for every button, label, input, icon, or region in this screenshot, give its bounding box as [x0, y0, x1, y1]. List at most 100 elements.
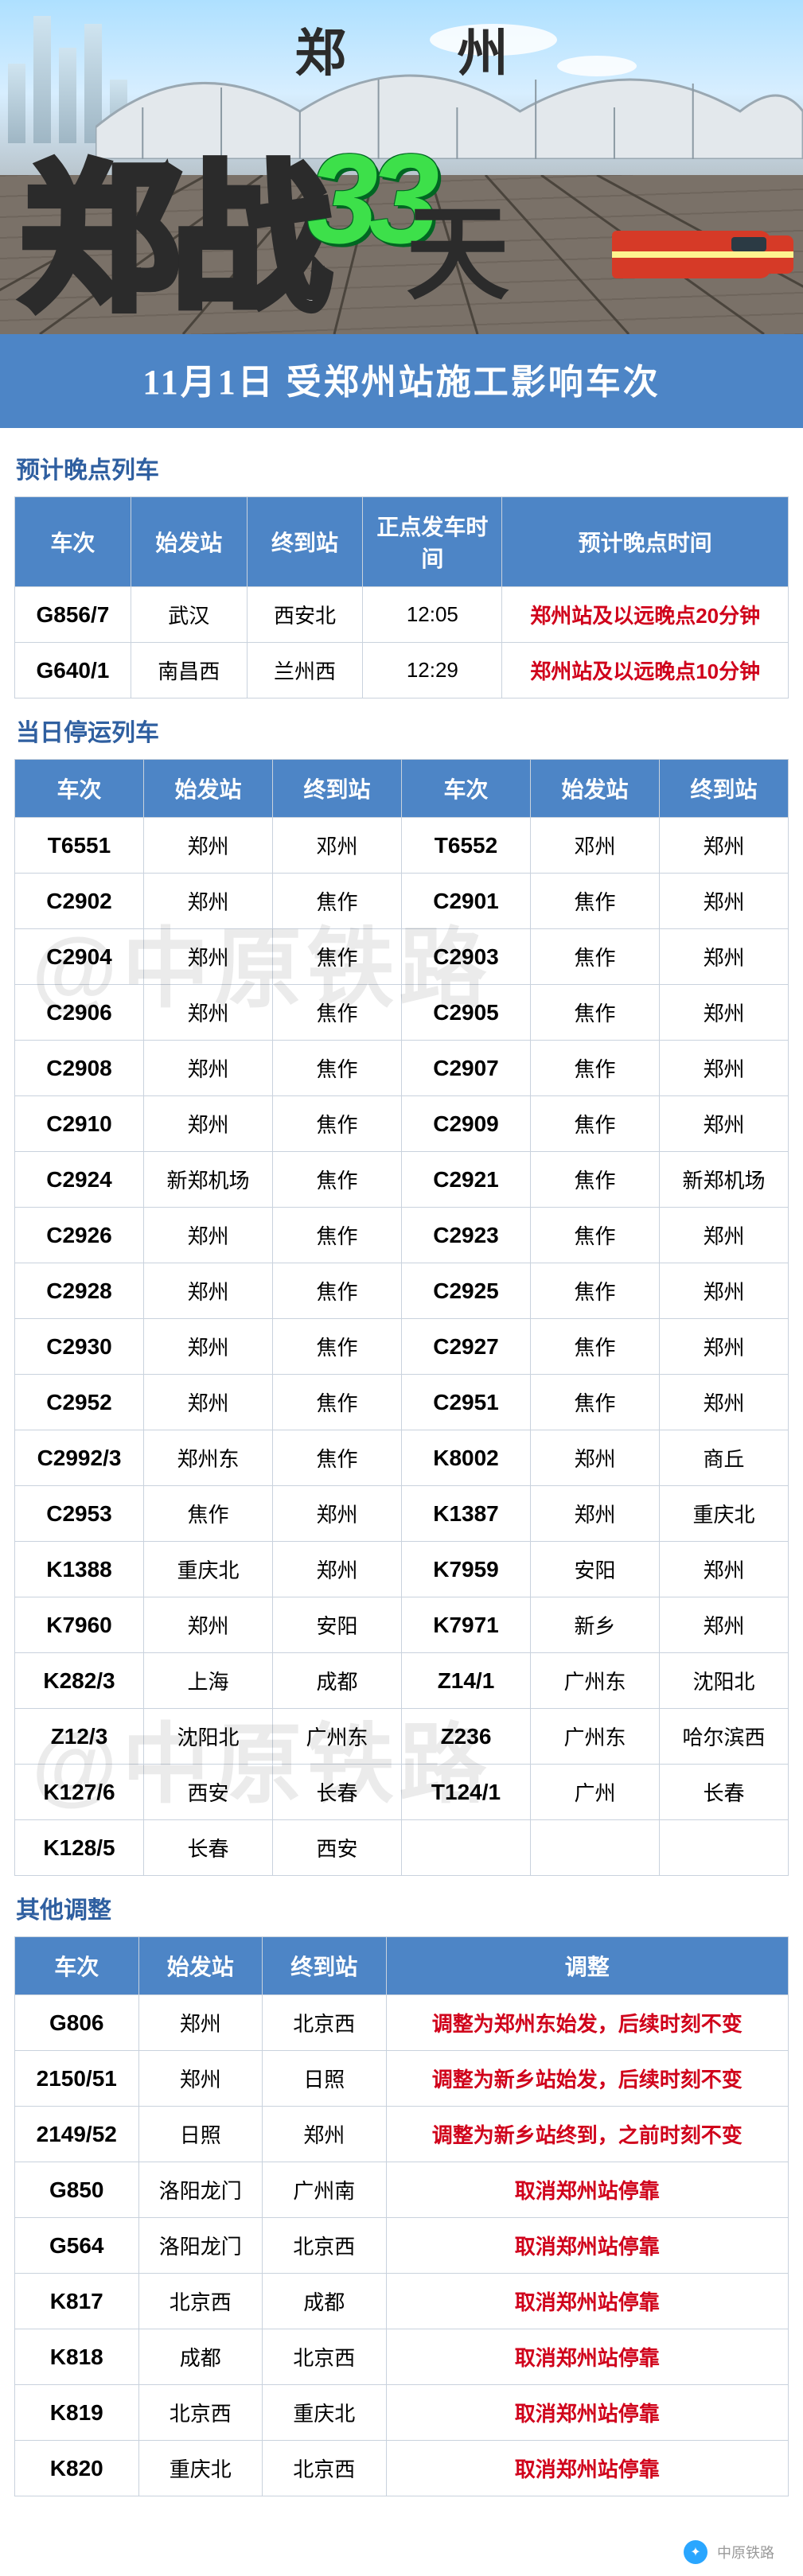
cell: 哈尔滨西: [660, 1709, 789, 1765]
cell: C2924: [15, 1152, 144, 1208]
footer-text: 中原铁路: [717, 2542, 774, 2562]
cell: 2150/51: [15, 2051, 139, 2107]
cell: 郑州站及以远晚点10分钟: [502, 643, 789, 698]
cell: C2910: [15, 1096, 144, 1152]
cell: 调整为新乡站终到，之前时刻不变: [386, 2107, 788, 2162]
cell: C2992/3: [15, 1430, 144, 1486]
cell: 长春: [144, 1820, 273, 1876]
cell: K819: [15, 2385, 139, 2441]
cell: 12:29: [363, 643, 502, 698]
cell: [402, 1820, 531, 1876]
table-row: G850洛阳龙门广州南取消郑州站停靠: [15, 2162, 789, 2218]
table-row: 2149/52日照郑州调整为新乡站终到，之前时刻不变: [15, 2107, 789, 2162]
cell: G856/7: [15, 587, 131, 643]
cell: 郑州: [660, 818, 789, 874]
cell: 郑州: [273, 1542, 402, 1597]
cell: C2952: [15, 1375, 144, 1430]
col-header: 终到站: [247, 497, 363, 587]
cell: C2903: [402, 929, 531, 985]
cell: 焦作: [531, 1263, 660, 1319]
cell: 日照: [263, 2051, 387, 2107]
content: @中原铁路 @中原铁路 预计晚点列车 车次始发站终到站正点发车时间预计晚点时间G…: [0, 428, 803, 2528]
table-row: C2908郑州焦作C2907焦作郑州: [15, 1041, 789, 1096]
table-row: C2928郑州焦作C2925焦作郑州: [15, 1263, 789, 1319]
table-row: C2952郑州焦作C2951焦作郑州: [15, 1375, 789, 1430]
table-row: C2924新郑机场焦作C2921焦作新郑机场: [15, 1152, 789, 1208]
table-row: K128/5长春西安: [15, 1820, 789, 1876]
cell: 兰州西: [247, 643, 363, 698]
cell: G640/1: [15, 643, 131, 698]
cell: 成都: [138, 2329, 263, 2385]
cell: 焦作: [531, 874, 660, 929]
cell: 郑州: [144, 1375, 273, 1430]
cell: 郑州: [660, 929, 789, 985]
cell: 焦作: [273, 874, 402, 929]
table-row: K818成都北京西取消郑州站停靠: [15, 2329, 789, 2385]
section-title-other: 其他调整: [14, 1876, 789, 1936]
cell: 郑州: [660, 1208, 789, 1263]
title-zhan: 战: [172, 161, 323, 320]
cell: 新郑机场: [144, 1152, 273, 1208]
col-header: 始发站: [144, 760, 273, 818]
section-title-cancel: 当日停运列车: [14, 698, 789, 759]
cell: 重庆北: [138, 2441, 263, 2496]
cell: T6552: [402, 818, 531, 874]
cell: 郑州: [660, 874, 789, 929]
cell: 长春: [273, 1765, 402, 1820]
cell: K817: [15, 2274, 139, 2329]
cell: G564: [15, 2218, 139, 2274]
cell: C2908: [15, 1041, 144, 1096]
cell: K818: [15, 2329, 139, 2385]
cell: 焦作: [273, 1152, 402, 1208]
cell: 郑州: [144, 1096, 273, 1152]
cell: 广州: [531, 1765, 660, 1820]
cell: 郑州: [531, 1430, 660, 1486]
cell: 郑州: [273, 1486, 402, 1542]
cell: 取消郑州站停靠: [386, 2385, 788, 2441]
cell: [660, 1820, 789, 1876]
cell: 邓州: [531, 818, 660, 874]
cell: K1387: [402, 1486, 531, 1542]
cell: K7960: [15, 1597, 144, 1653]
cell: C2930: [15, 1319, 144, 1375]
cell: 调整为郑州东始发，后续时刻不变: [386, 1995, 788, 2051]
hero-top-chars: 郑 州: [295, 13, 509, 86]
col-header: 始发站: [531, 760, 660, 818]
table-row: K819北京西重庆北取消郑州站停靠: [15, 2385, 789, 2441]
table-cancel: 车次始发站终到站车次始发站终到站T6551郑州邓州T6552邓州郑州C2902郑…: [14, 759, 789, 1876]
cell: 洛阳龙门: [138, 2162, 263, 2218]
cell: 郑州: [138, 1995, 263, 2051]
table-row: K282/3上海成都Z14/1广州东沈阳北: [15, 1653, 789, 1709]
table-row: C2930郑州焦作C2927焦作郑州: [15, 1319, 789, 1375]
cell: 长春: [660, 1765, 789, 1820]
cell: 广州东: [531, 1653, 660, 1709]
title-tian: 天: [406, 170, 509, 320]
cell: K7959: [402, 1542, 531, 1597]
cell: 焦作: [273, 1375, 402, 1430]
cell: 焦作: [273, 1319, 402, 1375]
locomotive: [612, 231, 771, 278]
cell: C2905: [402, 985, 531, 1041]
cell: 郑州站及以远晚点20分钟: [502, 587, 789, 643]
cell: 取消郑州站停靠: [386, 2329, 788, 2385]
col-header: 始发站: [138, 1937, 263, 1995]
col-header: 车次: [15, 497, 131, 587]
cell: C2909: [402, 1096, 531, 1152]
table-row: K127/6西安长春T124/1广州长春: [15, 1765, 789, 1820]
cell: 郑州: [660, 1041, 789, 1096]
banner-title: 11月1日 受郑州站施工影响车次: [0, 334, 803, 428]
cell: 郑州: [144, 929, 273, 985]
cell: C2907: [402, 1041, 531, 1096]
col-header: 车次: [402, 760, 531, 818]
cell: Z14/1: [402, 1653, 531, 1709]
cell: C2923: [402, 1208, 531, 1263]
footer: ✦ 中原铁路: [0, 2528, 803, 2576]
cell: 郑州: [144, 1263, 273, 1319]
cell: Z236: [402, 1709, 531, 1765]
cell: 日照: [138, 2107, 263, 2162]
table-late: 车次始发站终到站正点发车时间预计晚点时间G856/7武汉西安北12:05郑州站及…: [14, 496, 789, 698]
cell: 郑州: [144, 1041, 273, 1096]
table-row: K7960郑州安阳K7971新乡郑州: [15, 1597, 789, 1653]
cell: C2951: [402, 1375, 531, 1430]
cell: 邓州: [273, 818, 402, 874]
